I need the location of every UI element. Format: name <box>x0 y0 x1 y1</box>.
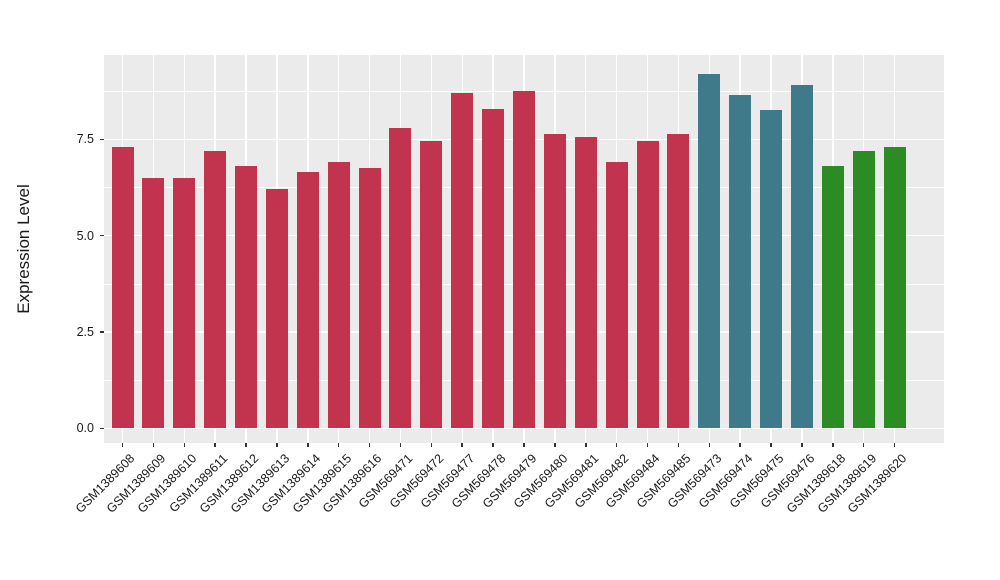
bar-GSM569471 <box>389 127 412 429</box>
x-tick-mark <box>554 443 556 447</box>
bar-GSM569472 <box>420 141 443 429</box>
x-tick-mark <box>646 443 649 447</box>
y-axis-title: Expression Level <box>14 184 33 314</box>
x-tick-mark <box>307 443 309 447</box>
x-tick-mark <box>121 443 124 447</box>
bar-GSM569477 <box>451 93 474 429</box>
x-tick-mark <box>708 443 711 447</box>
y-tick-mark <box>100 331 104 333</box>
x-tick-mark <box>615 443 618 447</box>
bar-GSM1389614 <box>296 172 319 429</box>
bar-GSM569480 <box>543 133 566 429</box>
y-tick-label: 0.0 <box>76 421 94 436</box>
bar-GSM1389610 <box>173 177 196 429</box>
y-tick-mark <box>100 234 104 237</box>
y-tick-mark <box>100 427 104 430</box>
bar-GSM1389608 <box>111 147 134 429</box>
x-tick-mark <box>430 443 433 447</box>
x-tick-mark <box>492 443 494 447</box>
bar-GSM569476 <box>790 85 813 429</box>
x-tick-mark <box>337 443 340 447</box>
bar-GSM1389615 <box>327 162 350 429</box>
x-tick-mark <box>801 443 803 447</box>
bar-GSM1389612 <box>235 166 258 429</box>
bar-GSM569484 <box>636 141 659 429</box>
bar-GSM1389613 <box>265 189 288 429</box>
x-tick-mark <box>739 443 741 447</box>
bar-GSM569478 <box>482 108 505 429</box>
bar-GSM569482 <box>605 162 628 429</box>
x-tick-mark <box>770 443 772 447</box>
bar-GSM569474 <box>729 95 752 429</box>
x-tick-mark <box>893 443 896 447</box>
bar-GSM1389611 <box>204 150 227 429</box>
bar-GSM1389616 <box>358 168 381 429</box>
x-tick-mark <box>862 443 865 447</box>
x-tick-mark <box>152 443 155 447</box>
bar-GSM569479 <box>513 91 535 429</box>
x-tick-mark <box>399 443 402 447</box>
y-tick-label: 2.5 <box>76 325 94 340</box>
x-tick-mark <box>183 443 186 447</box>
bar-GSM1389620 <box>883 147 906 429</box>
bar-GSM1389619 <box>852 150 875 429</box>
x-tick-mark <box>276 443 278 447</box>
y-tick-label: 7.5 <box>76 132 94 147</box>
x-tick-mark <box>832 443 834 447</box>
x-tick-mark <box>523 443 525 447</box>
x-tick-mark <box>214 443 216 447</box>
x-tick-mark <box>677 443 680 447</box>
bar-GSM569473 <box>698 73 721 429</box>
bar-GSM569475 <box>760 110 783 429</box>
bar-GSM569485 <box>667 133 690 429</box>
bar-GSM1389609 <box>142 177 165 429</box>
y-tick-label: 5.0 <box>76 228 94 243</box>
bar-GSM569481 <box>574 137 597 429</box>
x-tick-mark <box>461 443 463 447</box>
x-tick-mark <box>585 443 587 447</box>
x-tick-mark <box>245 443 247 447</box>
y-tick-mark <box>100 138 104 141</box>
bar-GSM1389618 <box>821 166 844 429</box>
x-tick-mark <box>368 443 371 447</box>
